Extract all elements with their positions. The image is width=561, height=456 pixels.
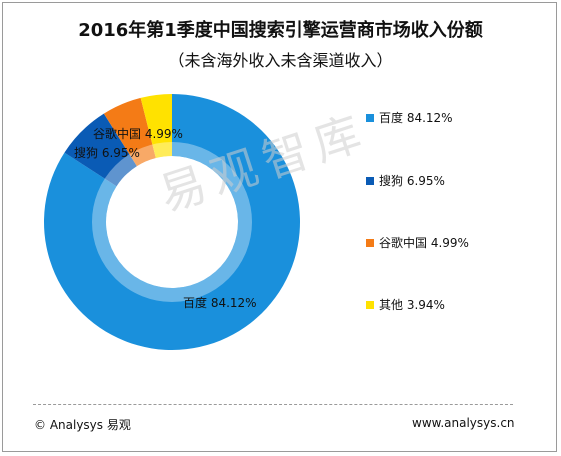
data-label-google-china: 谷歌中国 4.99%: [93, 126, 183, 141]
legend-swatch-other: [366, 301, 374, 309]
legend-label-baidu: 百度 84.12%: [379, 111, 453, 125]
legend-swatch-google-china: [366, 239, 374, 247]
data-label-baidu: 百度 84.12%: [183, 295, 257, 310]
legend-swatch-sogou: [366, 177, 374, 185]
legend-swatch-baidu: [366, 114, 374, 122]
data-label-sogou: 搜狗 6.95%: [74, 145, 140, 160]
chart-frame: [2, 2, 557, 452]
slice-google-china: [103, 97, 156, 167]
footer-website: www.analysys.cn: [412, 416, 515, 430]
chart-subtitle: （未含海外收入未含渠道收入）: [168, 51, 393, 70]
footer-copyright: © Analysys 易观: [34, 418, 131, 432]
slice-baidu: [43, 94, 300, 350]
slice-other: [140, 94, 172, 159]
footer-divider: [33, 404, 513, 405]
slice-sogou: [64, 113, 137, 187]
inner-ring-highlight: [92, 142, 252, 302]
legend-label-other: 其他 3.94%: [379, 298, 445, 312]
chart-title: 2016年第1季度中国搜索引擎运营商市场收入份额: [78, 20, 483, 41]
legend-label-sogou: 搜狗 6.95%: [379, 174, 445, 188]
legend-label-google-china: 谷歌中国 4.99%: [379, 236, 469, 250]
